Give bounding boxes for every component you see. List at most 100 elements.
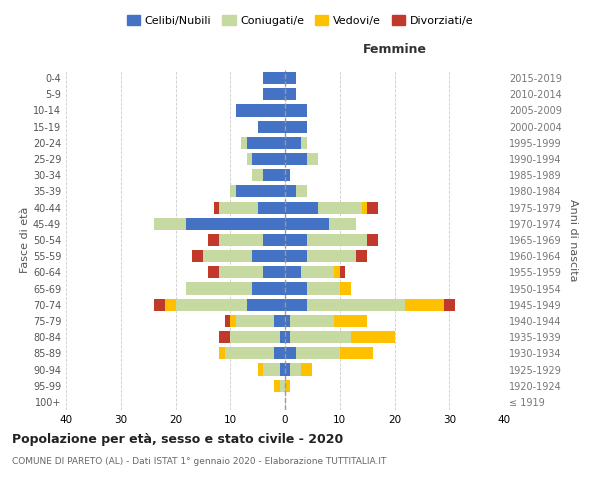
Bar xyxy=(263,234,285,246)
Bar xyxy=(285,186,296,198)
Bar xyxy=(252,282,285,294)
Bar xyxy=(362,202,367,213)
Bar xyxy=(236,186,285,198)
Bar xyxy=(301,137,307,149)
Bar xyxy=(154,218,187,230)
Bar xyxy=(285,298,307,311)
Bar xyxy=(285,72,296,84)
Y-axis label: Anni di nascita: Anni di nascita xyxy=(568,198,578,281)
Bar xyxy=(247,137,285,149)
Bar xyxy=(187,218,285,230)
Bar xyxy=(329,218,356,230)
Bar xyxy=(274,348,285,360)
Bar xyxy=(236,104,285,117)
Bar xyxy=(252,169,263,181)
Bar xyxy=(285,234,307,246)
Bar xyxy=(406,298,444,311)
Bar xyxy=(285,120,307,132)
Bar xyxy=(340,348,373,360)
Bar xyxy=(285,88,296,101)
Bar xyxy=(285,202,318,213)
Bar xyxy=(307,153,318,165)
Bar xyxy=(220,234,263,246)
Bar xyxy=(334,315,367,327)
Bar xyxy=(208,266,220,278)
Bar xyxy=(220,331,230,343)
Bar xyxy=(257,202,285,213)
Bar xyxy=(285,380,290,392)
Bar xyxy=(285,364,290,376)
Bar xyxy=(307,234,367,246)
Bar xyxy=(274,315,285,327)
Bar xyxy=(285,266,301,278)
Bar xyxy=(164,298,175,311)
Bar xyxy=(225,315,230,327)
Bar xyxy=(225,348,274,360)
Bar xyxy=(236,315,274,327)
Bar xyxy=(257,364,263,376)
Bar xyxy=(263,88,285,101)
Bar xyxy=(175,298,247,311)
Bar xyxy=(307,282,340,294)
Bar xyxy=(296,186,307,198)
Bar xyxy=(263,169,285,181)
Bar xyxy=(285,153,307,165)
Bar xyxy=(285,250,307,262)
Bar xyxy=(252,153,285,165)
Bar xyxy=(220,266,263,278)
Bar xyxy=(340,282,350,294)
Bar xyxy=(187,282,252,294)
Bar xyxy=(241,137,247,149)
Bar xyxy=(285,104,307,117)
Bar xyxy=(280,364,285,376)
Bar xyxy=(247,298,285,311)
Bar xyxy=(444,298,455,311)
Bar xyxy=(318,202,362,213)
Bar xyxy=(285,169,290,181)
Bar xyxy=(263,72,285,84)
Bar xyxy=(351,331,395,343)
Text: Femmine: Femmine xyxy=(362,44,427,57)
Bar xyxy=(285,348,296,360)
Bar xyxy=(285,331,290,343)
Bar xyxy=(290,331,351,343)
Y-axis label: Fasce di età: Fasce di età xyxy=(20,207,30,273)
Bar xyxy=(356,250,367,262)
Bar xyxy=(334,266,340,278)
Bar xyxy=(257,120,285,132)
Bar xyxy=(220,202,257,213)
Bar xyxy=(285,137,301,149)
Bar xyxy=(230,315,236,327)
Bar xyxy=(192,250,203,262)
Bar xyxy=(301,364,313,376)
Bar xyxy=(296,348,340,360)
Bar xyxy=(214,202,220,213)
Bar xyxy=(208,234,220,246)
Bar xyxy=(220,348,225,360)
Bar xyxy=(252,250,285,262)
Bar xyxy=(285,315,290,327)
Text: Popolazione per età, sesso e stato civile - 2020: Popolazione per età, sesso e stato civil… xyxy=(12,432,343,446)
Bar xyxy=(307,298,406,311)
Bar xyxy=(203,250,252,262)
Bar xyxy=(285,282,307,294)
Bar xyxy=(280,380,285,392)
Bar xyxy=(247,153,252,165)
Bar xyxy=(154,298,164,311)
Text: COMUNE DI PARETO (AL) - Dati ISTAT 1° gennaio 2020 - Elaborazione TUTTITALIA.IT: COMUNE DI PARETO (AL) - Dati ISTAT 1° ge… xyxy=(12,458,386,466)
Bar xyxy=(290,364,301,376)
Bar xyxy=(230,331,280,343)
Bar xyxy=(230,186,236,198)
Bar xyxy=(285,218,329,230)
Legend: Celibi/Nubili, Coniugati/e, Vedovi/e, Divorziati/e: Celibi/Nubili, Coniugati/e, Vedovi/e, Di… xyxy=(122,10,478,30)
Bar xyxy=(301,266,334,278)
Bar xyxy=(263,266,285,278)
Bar xyxy=(307,250,356,262)
Bar xyxy=(280,331,285,343)
Bar xyxy=(367,234,378,246)
Bar xyxy=(340,266,345,278)
Bar xyxy=(274,380,280,392)
Bar xyxy=(290,315,334,327)
Bar xyxy=(367,202,378,213)
Bar xyxy=(263,364,280,376)
